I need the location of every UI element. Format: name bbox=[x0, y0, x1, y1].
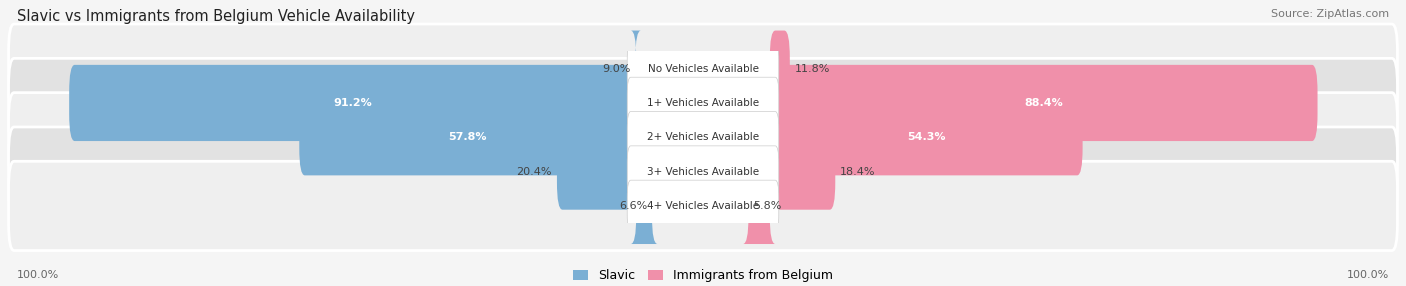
Text: 9.0%: 9.0% bbox=[602, 64, 631, 74]
FancyBboxPatch shape bbox=[627, 77, 779, 129]
FancyBboxPatch shape bbox=[631, 168, 658, 244]
Text: 20.4%: 20.4% bbox=[516, 167, 553, 176]
FancyBboxPatch shape bbox=[627, 180, 779, 232]
FancyBboxPatch shape bbox=[299, 99, 636, 175]
Text: 54.3%: 54.3% bbox=[907, 132, 945, 142]
FancyBboxPatch shape bbox=[69, 65, 636, 141]
Text: 100.0%: 100.0% bbox=[1347, 270, 1389, 280]
Text: Slavic vs Immigrants from Belgium Vehicle Availability: Slavic vs Immigrants from Belgium Vehicl… bbox=[17, 9, 415, 23]
FancyBboxPatch shape bbox=[627, 146, 779, 197]
Text: 57.8%: 57.8% bbox=[449, 132, 486, 142]
Text: 1+ Vehicles Available: 1+ Vehicles Available bbox=[647, 98, 759, 108]
Text: 11.8%: 11.8% bbox=[794, 64, 830, 74]
Text: 5.8%: 5.8% bbox=[754, 201, 782, 211]
Text: 91.2%: 91.2% bbox=[333, 98, 373, 108]
FancyBboxPatch shape bbox=[770, 99, 1083, 175]
FancyBboxPatch shape bbox=[557, 134, 636, 210]
FancyBboxPatch shape bbox=[8, 127, 1398, 216]
Text: 2+ Vehicles Available: 2+ Vehicles Available bbox=[647, 132, 759, 142]
FancyBboxPatch shape bbox=[627, 112, 779, 163]
FancyBboxPatch shape bbox=[8, 58, 1398, 148]
Text: 3+ Vehicles Available: 3+ Vehicles Available bbox=[647, 167, 759, 176]
FancyBboxPatch shape bbox=[8, 161, 1398, 251]
Text: Source: ZipAtlas.com: Source: ZipAtlas.com bbox=[1271, 9, 1389, 19]
Text: 4+ Vehicles Available: 4+ Vehicles Available bbox=[647, 201, 759, 211]
FancyBboxPatch shape bbox=[742, 168, 775, 244]
Text: 18.4%: 18.4% bbox=[841, 167, 876, 176]
FancyBboxPatch shape bbox=[631, 31, 641, 107]
Text: 6.6%: 6.6% bbox=[619, 201, 647, 211]
Text: 88.4%: 88.4% bbox=[1025, 98, 1063, 108]
FancyBboxPatch shape bbox=[770, 134, 835, 210]
Legend: Slavic, Immigrants from Belgium: Slavic, Immigrants from Belgium bbox=[574, 269, 832, 282]
FancyBboxPatch shape bbox=[770, 31, 790, 107]
FancyBboxPatch shape bbox=[770, 65, 1317, 141]
Text: No Vehicles Available: No Vehicles Available bbox=[648, 64, 758, 74]
FancyBboxPatch shape bbox=[8, 24, 1398, 113]
FancyBboxPatch shape bbox=[8, 93, 1398, 182]
Text: 100.0%: 100.0% bbox=[17, 270, 59, 280]
FancyBboxPatch shape bbox=[627, 43, 779, 94]
